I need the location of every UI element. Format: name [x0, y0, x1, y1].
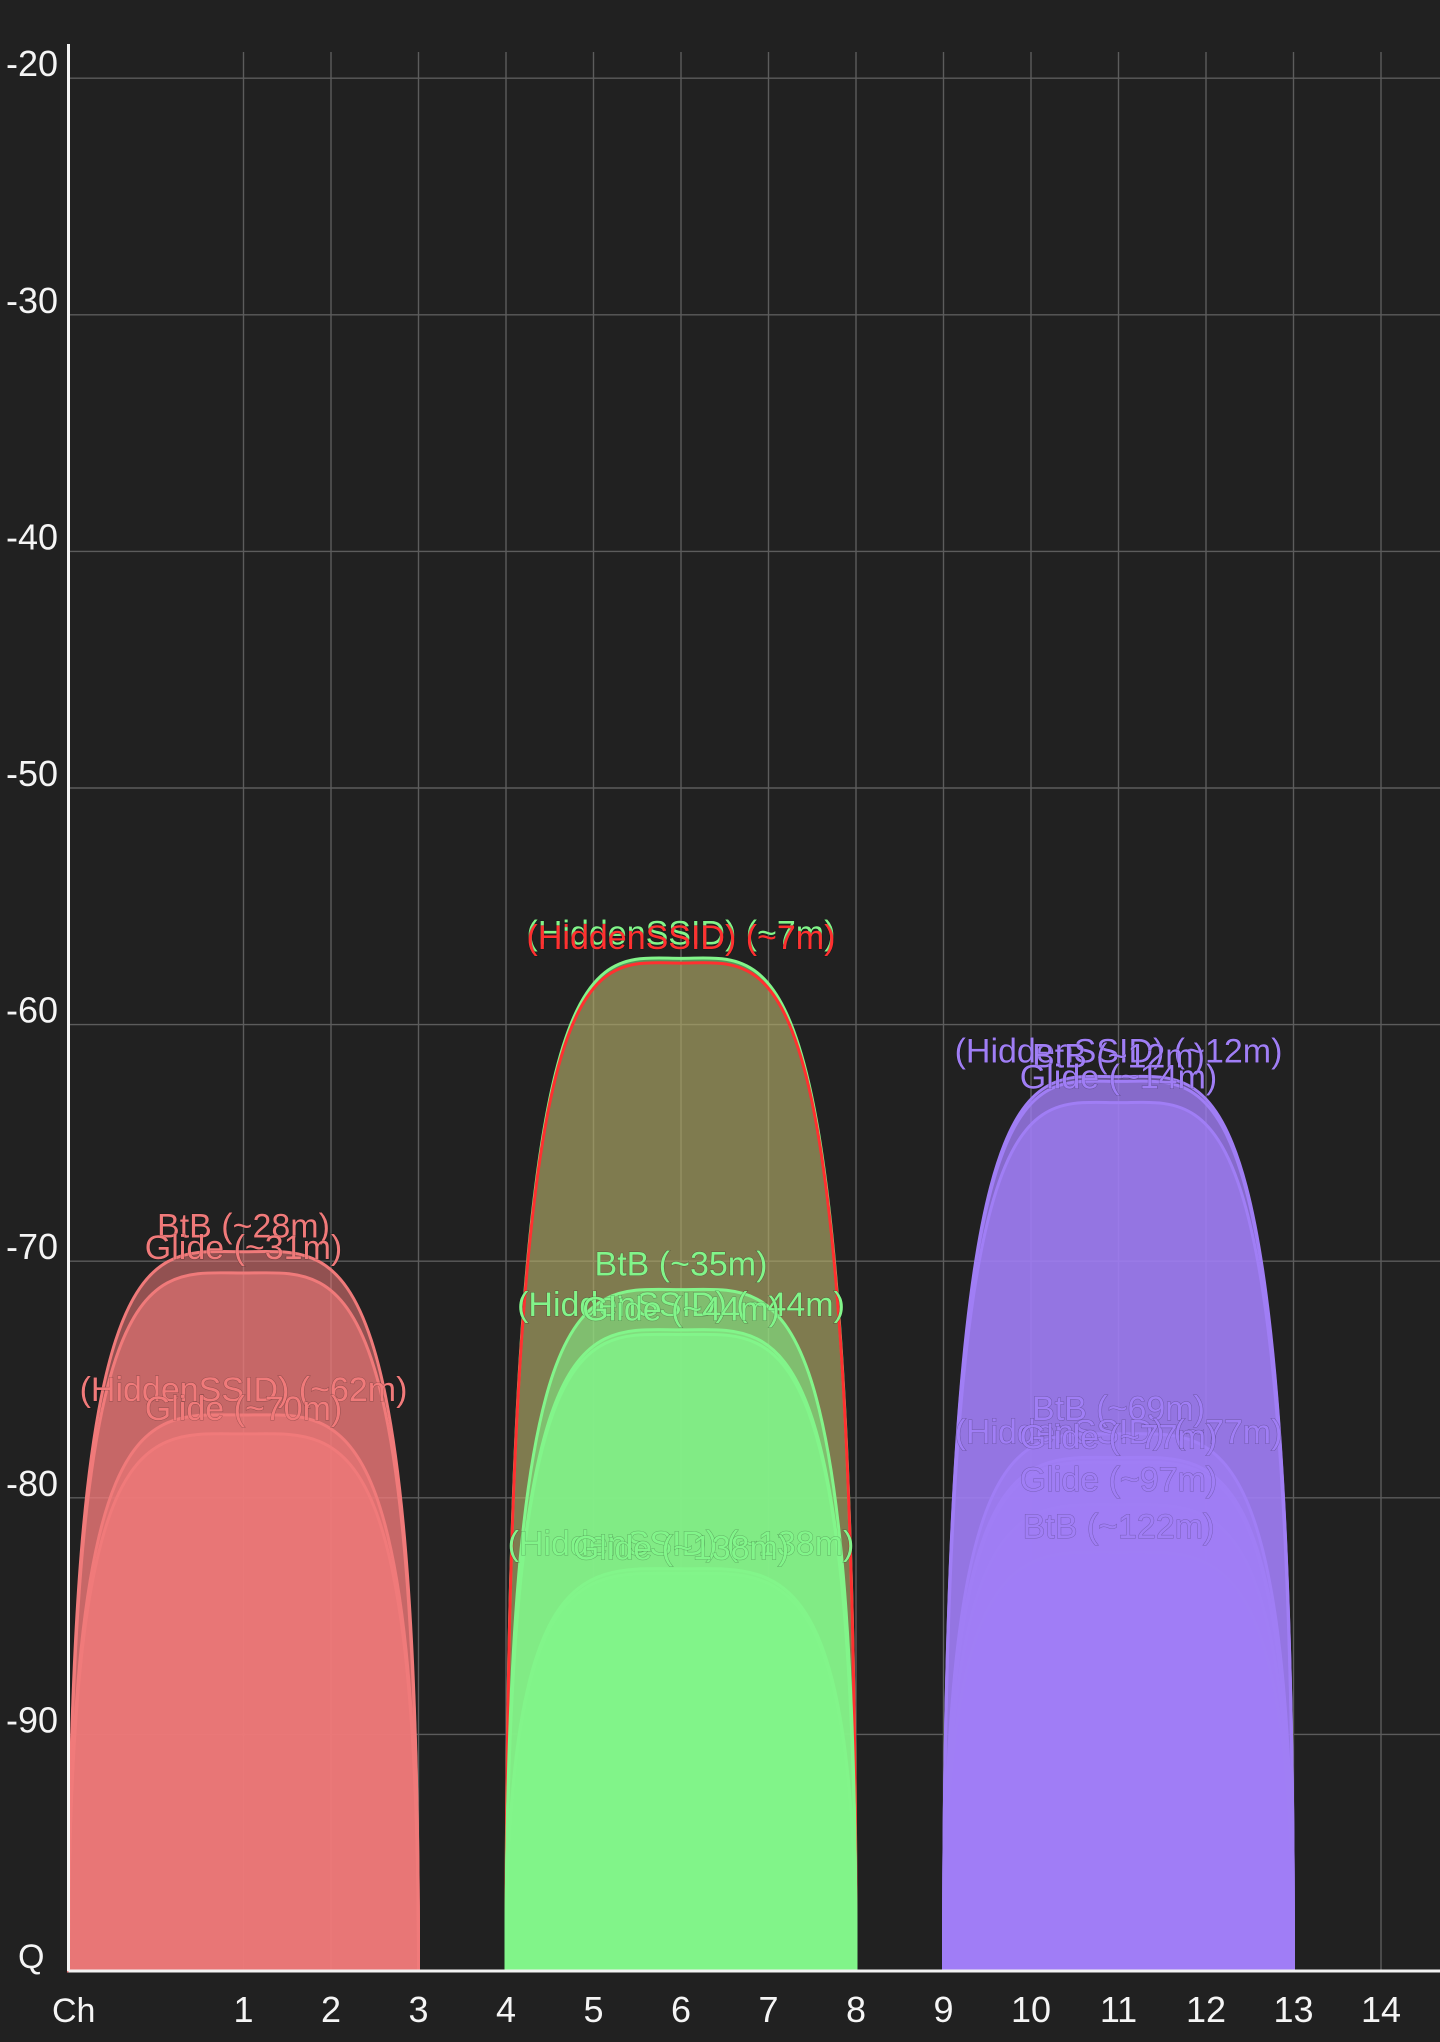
y-axis-label: Q: [18, 1938, 44, 1976]
x-tick-label: 12: [1186, 1989, 1226, 2030]
x-tick-label: 3: [408, 1989, 428, 2030]
network-area: [69, 1434, 419, 1971]
x-tick-label: 4: [496, 1989, 516, 2030]
network-label: Glide (~70m): [145, 1390, 342, 1428]
y-tick-label: -20: [6, 43, 58, 84]
network-label: Glide (~97m): [1020, 1461, 1217, 1499]
network-label: Glide (~14m): [1020, 1059, 1217, 1097]
x-tick-label: 2: [321, 1989, 341, 2030]
y-tick-label: -50: [6, 753, 58, 794]
network-label: Glide (~44m): [582, 1291, 779, 1329]
x-tick-label: 8: [846, 1989, 866, 2030]
x-tick-label: 10: [1011, 1989, 1051, 2030]
x-tick-label: 6: [671, 1989, 691, 2030]
x-tick-label: 1: [233, 1989, 253, 2030]
y-tick-label: -30: [6, 280, 58, 321]
x-tick-label: 14: [1361, 1989, 1401, 2030]
network-label: Glide (~138m): [573, 1530, 789, 1568]
network-label: (HiddenSSID) (~7m): [527, 919, 836, 957]
network-area: [944, 1552, 1294, 1971]
y-tick-label: -70: [6, 1226, 58, 1267]
network-label: Glide (~31m): [145, 1229, 342, 1267]
network-label: BtB (~35m): [595, 1246, 768, 1284]
x-axis-label: Ch: [52, 1992, 95, 2030]
x-tick-label: 5: [583, 1989, 603, 2030]
x-tick-label: 13: [1273, 1989, 1313, 2030]
x-tick-label: 11: [1100, 1989, 1137, 2030]
y-tick-label: -90: [6, 1699, 58, 1740]
x-tick-label: 9: [933, 1989, 953, 2030]
x-tick-label: 7: [758, 1989, 778, 2030]
network-label: Glide (~77m): [1020, 1418, 1217, 1456]
y-tick-label: -40: [6, 516, 58, 557]
network-label: BtB (~122m): [1023, 1508, 1215, 1546]
network-area: [506, 1573, 856, 1971]
y-tick-label: -80: [6, 1463, 58, 1504]
y-tick-label: -60: [6, 990, 58, 1031]
